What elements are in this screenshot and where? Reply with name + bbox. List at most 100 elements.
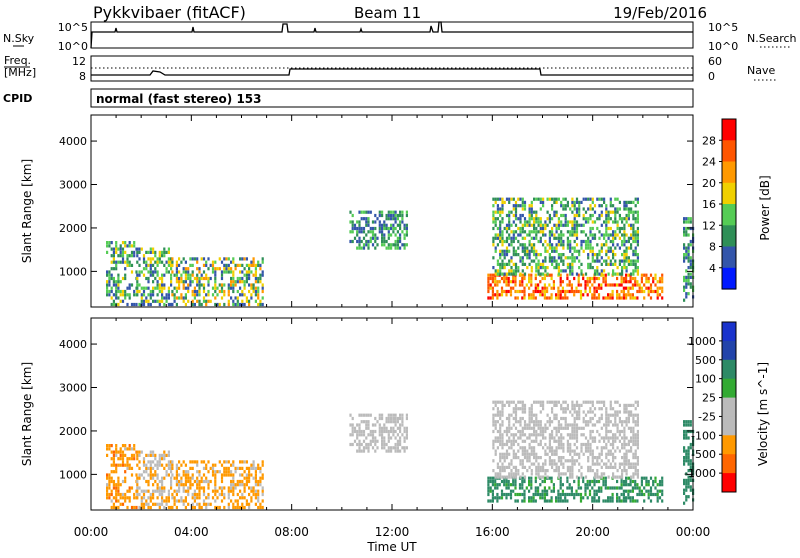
data-cell-5 (600, 436, 603, 440)
data-cell-3 (387, 429, 390, 434)
data-cell-1 (161, 502, 164, 506)
data-cell-1 (170, 460, 173, 464)
data-cell-3 (381, 446, 384, 450)
colorbar-tick-label: 12 (702, 219, 716, 232)
data-cell-5 (510, 266, 513, 270)
data-cell-2 (202, 492, 206, 497)
data-cell-5 (510, 400, 513, 404)
data-cell-5 (519, 433, 522, 437)
data-cell-0 (126, 254, 129, 258)
data-cell-1 (170, 505, 173, 510)
data-cell-6 (683, 220, 686, 224)
data-cell-1 (161, 489, 164, 493)
data-cell-3 (394, 442, 397, 447)
data-cell-4 (491, 489, 494, 493)
data-cell-4 (543, 273, 546, 277)
data-cell-0 (119, 447, 122, 451)
data-cell-2 (230, 296, 233, 300)
data-cell-2 (254, 286, 257, 290)
colorbar-segment (722, 378, 736, 399)
data-cell-5 (501, 239, 504, 244)
data-cell-3 (387, 449, 390, 453)
data-cell-5 (607, 226, 610, 231)
data-cell-5 (618, 449, 621, 453)
data-cell-5 (614, 456, 617, 460)
data-cell-2 (214, 492, 217, 497)
data-cell-5 (636, 400, 639, 404)
data-cell-2 (245, 273, 248, 277)
data-cell-1 (163, 489, 166, 493)
data-cell-5 (517, 253, 520, 257)
data-cell-5 (580, 243, 583, 247)
data-cell-2 (198, 270, 201, 274)
data-cell-5 (519, 423, 522, 427)
data-cell-2 (250, 296, 253, 300)
data-cell-2 (248, 289, 251, 294)
data-cell-4 (611, 289, 614, 294)
data-cell-1 (158, 250, 161, 254)
data-cell-6 (687, 292, 690, 296)
data-cell-5 (514, 413, 518, 417)
data-cell-5 (530, 462, 533, 466)
data-cell-5 (569, 465, 572, 469)
data-cell-4 (487, 296, 490, 300)
data-cell-2 (180, 479, 183, 484)
data-cell-3 (351, 223, 354, 227)
data-cell-4 (622, 293, 625, 297)
data-cell-5 (598, 253, 601, 257)
data-cell-0 (108, 496, 111, 500)
data-cell-4 (652, 289, 655, 294)
freq-left-tick-bottom: 8 (79, 70, 86, 83)
data-cell-2 (230, 283, 233, 287)
data-cell-4 (521, 273, 524, 277)
data-cell-4 (616, 293, 619, 297)
data-cell-0 (115, 499, 118, 503)
data-cell-5 (557, 472, 560, 476)
data-cell-4 (546, 296, 549, 300)
data-cell-2 (189, 280, 192, 284)
data-cell-5 (627, 410, 630, 414)
data-cell-5 (618, 213, 621, 218)
data-cell-4 (550, 496, 553, 500)
data-cell-5 (605, 213, 608, 218)
data-cell-3 (387, 226, 390, 231)
data-cell-4 (496, 483, 499, 487)
data-cell-3 (385, 420, 388, 424)
data-cell-2 (178, 283, 181, 287)
data-cell-5 (632, 210, 635, 214)
data-cell-0 (110, 476, 113, 480)
data-cell-5 (499, 223, 502, 227)
data-cell-3 (367, 239, 370, 244)
data-cell-5 (607, 416, 610, 421)
data-cell-5 (562, 446, 565, 450)
data-cell-0 (126, 460, 129, 464)
data-cell-3 (390, 413, 393, 417)
data-cell-2 (184, 499, 187, 503)
data-cell-5 (499, 213, 502, 218)
data-cell-6 (689, 243, 692, 247)
data-cell-1 (138, 466, 141, 470)
data-cell-5 (492, 407, 495, 411)
data-cell-2 (220, 273, 224, 277)
data-cell-5 (528, 213, 531, 218)
data-cell-5 (587, 217, 590, 221)
data-cell-5 (636, 446, 639, 450)
data-cell-1 (136, 250, 139, 254)
data-cell-3 (392, 213, 395, 218)
data-cell-5 (499, 439, 502, 443)
data-cell-2 (193, 460, 196, 464)
data-cell-5 (580, 223, 583, 227)
data-cell-5 (587, 449, 590, 453)
data-cell-2 (196, 299, 199, 303)
data-cell-5 (537, 472, 540, 476)
data-cell-3 (367, 413, 370, 417)
data-cell-3 (401, 413, 404, 417)
data-cell-6 (687, 429, 690, 434)
data-cell-5 (591, 400, 594, 404)
data-cell-2 (207, 492, 210, 497)
data-cell-5 (627, 439, 630, 443)
data-cell-6 (687, 243, 690, 247)
data-cell-5 (501, 197, 504, 201)
data-cell-5 (569, 269, 572, 273)
data-cell-5 (501, 249, 504, 253)
